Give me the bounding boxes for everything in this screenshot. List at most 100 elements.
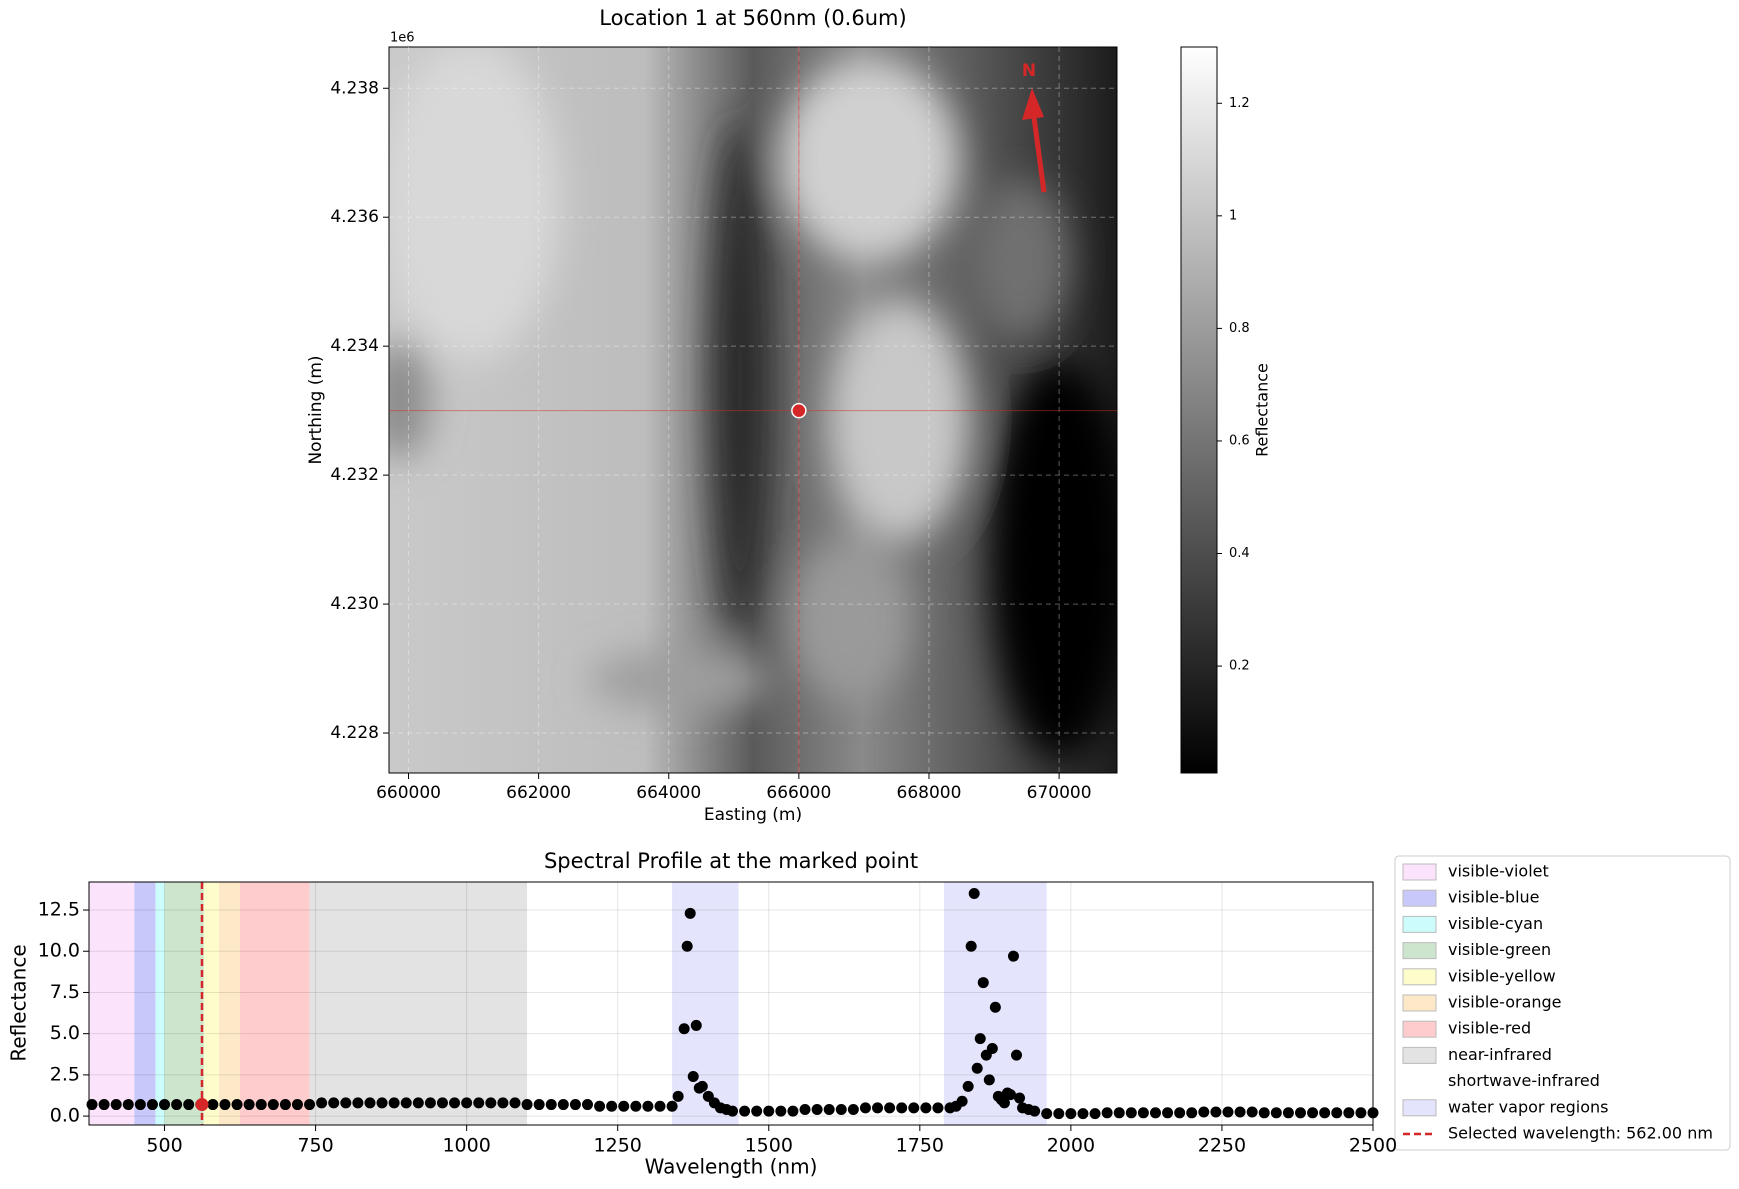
x-tick-label: 670000: [1027, 783, 1092, 803]
point: [364, 1097, 376, 1109]
point: [134, 1099, 146, 1111]
point: [751, 1105, 763, 1117]
y-tick-label: 4.236: [330, 207, 379, 227]
legend-swatch: [1402, 1020, 1437, 1038]
legend-label: visible-red: [1448, 1019, 1531, 1038]
point: [1174, 1107, 1186, 1119]
band: [203, 882, 219, 1125]
point: [352, 1097, 364, 1109]
legend-swatch: [1402, 942, 1437, 960]
point: [557, 1099, 569, 1111]
point: [171, 1099, 183, 1111]
x-tick-label: 1000: [442, 1135, 490, 1157]
point: [1089, 1108, 1101, 1120]
point: [965, 940, 977, 952]
point: [533, 1099, 545, 1111]
point: [231, 1099, 243, 1111]
point: [328, 1097, 340, 1109]
point: [1014, 1092, 1026, 1104]
point: [672, 1090, 684, 1102]
legend-label: visible-cyan: [1448, 914, 1543, 933]
x-tick-label: 660000: [376, 783, 441, 803]
north-arrow: [1030, 109, 1047, 193]
point: [799, 1104, 811, 1116]
point: [1125, 1107, 1137, 1119]
band: [240, 882, 310, 1125]
point: [473, 1097, 485, 1109]
legend-swatch: [1402, 1099, 1437, 1117]
x-tick-label: 666000: [766, 783, 831, 803]
point: [1343, 1107, 1355, 1119]
chart-title: Spectral Profile at the marked point: [544, 849, 918, 873]
legend-label: Selected wavelength: 562.00 nm: [1448, 1124, 1713, 1143]
point: [110, 1099, 122, 1111]
point: [811, 1104, 823, 1116]
legend-swatch: [1402, 968, 1437, 986]
point: [998, 1097, 1010, 1109]
legend-swatch: [1402, 915, 1437, 933]
point: [594, 1100, 606, 1112]
colorbar-tick-label: 0.8: [1229, 321, 1250, 336]
x-tick-label: 1750: [896, 1135, 944, 1157]
point: [1222, 1106, 1234, 1118]
y-tick-label: 4.238: [330, 78, 379, 98]
point: [1004, 1089, 1016, 1101]
point: [243, 1099, 255, 1111]
point: [1282, 1107, 1294, 1119]
point: [1137, 1107, 1149, 1119]
point: [775, 1105, 787, 1117]
y-tick-label: 2.5: [50, 1063, 80, 1085]
colorbar-tick-label: 0.6: [1229, 433, 1250, 448]
point: [509, 1097, 521, 1109]
point: [1007, 950, 1019, 962]
point: [1053, 1108, 1065, 1120]
legend-label: water vapor regions: [1448, 1097, 1609, 1116]
point: [1258, 1107, 1270, 1119]
point: [847, 1104, 859, 1116]
point: [606, 1100, 618, 1112]
band: [89, 882, 135, 1125]
colorbar-tick-label: 1: [1229, 208, 1237, 223]
marker: [791, 402, 807, 419]
point: [1065, 1108, 1077, 1120]
point: [545, 1099, 557, 1111]
y-tick-label: 4.228: [330, 723, 379, 743]
legend-label: visible-yellow: [1448, 966, 1556, 985]
point: [1029, 1105, 1041, 1117]
point: [1011, 1049, 1023, 1061]
point: [569, 1099, 581, 1111]
y-tick-label: 7.5: [50, 981, 80, 1003]
legend-label: visible-blue: [1448, 888, 1540, 907]
band: [309, 882, 528, 1125]
point: [884, 1102, 896, 1114]
legend-swatch: [1402, 863, 1437, 881]
image-texture: [389, 47, 1117, 760]
y-axis-label: Reflectance: [7, 944, 31, 1061]
point: [859, 1102, 871, 1114]
legend-label: near-infrared: [1448, 1045, 1552, 1064]
image-frame: [388, 46, 1118, 774]
point: [920, 1102, 932, 1114]
legend-label: visible-violet: [1448, 862, 1549, 881]
y-tick-label: 4.230: [330, 594, 379, 614]
point: [1113, 1107, 1125, 1119]
y-tick-label: 4.232: [330, 465, 379, 485]
point: [98, 1099, 110, 1111]
x-tick-label: 668000: [897, 783, 962, 803]
point: [159, 1099, 171, 1111]
point: [424, 1097, 436, 1109]
point: [872, 1102, 884, 1114]
point: [1077, 1108, 1089, 1120]
colorbar-tick-label: 0.4: [1229, 546, 1250, 561]
x-tick-label: 2500: [1349, 1135, 1397, 1157]
y-tick-label: 5.0: [50, 1022, 80, 1044]
x-tick-label: 1500: [745, 1135, 793, 1157]
y-axis-label: Northing (m): [306, 355, 326, 464]
x-tick-label: 664000: [636, 783, 701, 803]
band: [218, 882, 241, 1125]
point: [687, 1071, 699, 1083]
point: [763, 1105, 775, 1117]
chart-title: Location 1 at 560nm (0.6um): [599, 6, 906, 30]
point: [183, 1099, 195, 1111]
x-tick-label: 750: [297, 1135, 333, 1157]
